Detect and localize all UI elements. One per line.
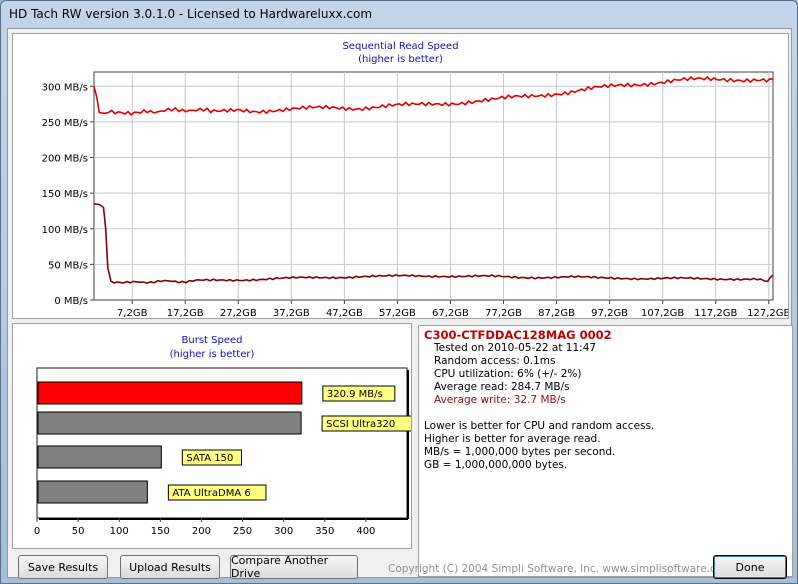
y-tick-label: 50 MB/s [48, 260, 88, 271]
average-write: Average write: 32.7 MB/s [434, 394, 566, 406]
burst-x-tick-label: 50 [72, 526, 85, 537]
y-tick-label: 200 MB/s [42, 154, 88, 165]
sequential-chart-subtitle: (higher is better) [358, 54, 443, 65]
tested-on: Tested on 2010-05-22 at 11:47 [434, 342, 597, 354]
client-area: Sequential Read Speed (higher is better)… [7, 28, 793, 580]
bar-label: SATA 150 [186, 453, 233, 464]
plot-area [93, 71, 774, 301]
done-button[interactable]: Done [713, 555, 787, 579]
bar-label-box [322, 385, 396, 402]
average-read: Average read: 284.7 MB/s [434, 381, 570, 393]
note-line: Lower is better for CPU and random acces… [424, 420, 655, 432]
cpu-utilization: CPU utilization: 6% (+/- 2%) [434, 368, 582, 380]
burst-x-tick-label: 0 [34, 526, 40, 537]
burst-bar [37, 480, 148, 504]
results-info-panel: C300-CTFDDAC128MAG 0002 Tested on 2010-0… [418, 325, 793, 577]
burst-chart-subtitle: (higher is better) [169, 349, 255, 360]
burst-chart-title: Burst Speed [181, 335, 243, 346]
note-line: MB/s = 1,000,000 bytes per second. [424, 446, 616, 458]
drive-name: C300-CTFDDAC128MAG 0002 [424, 328, 612, 342]
burst-x-tick-label: 150 [151, 526, 170, 537]
sequential-read-chart: 300 MB/s 250 MB/s 200 MB/s 150 MB/s 100 MB/s… [42, 71, 788, 318]
x-tick-label: 107,2GB [641, 308, 684, 318]
burst-x-tick-label: 200 [192, 526, 211, 537]
x-tick-label: 77,2GB [485, 308, 522, 318]
x-tick-label: 117,2GB [694, 308, 737, 318]
burst-speed-chart: 320.9 MB/s SCSI Ultra320 SATA 150 ATA Ultra… [34, 367, 411, 537]
burst-x-tick-label: 100 [110, 526, 129, 537]
read-speed-line [93, 76, 774, 117]
x-tick-label: 37,2GB [273, 308, 310, 318]
burst-x-tick-label: 250 [233, 526, 252, 537]
y-tick-label: 100 MB/s [42, 225, 88, 236]
save-results-button[interactable]: Save Results [18, 555, 108, 579]
burst-bar [37, 445, 162, 469]
bar-label: SCSI Ultra320 [326, 419, 395, 430]
burst-speed-panel: Burst Speed (higher is better) 320.9 MB/… [12, 323, 412, 549]
y-tick-label: 250 MB/s [42, 118, 88, 129]
x-tick-label: 17,2GB [167, 308, 204, 318]
bar-label-box [321, 415, 411, 432]
x-tick-label: 87,2GB [538, 308, 575, 318]
note-line: Higher is better for average read. [424, 433, 601, 445]
x-tick-label: 57,2GB [379, 308, 416, 318]
bar-label: ATA UltraDMA 6 [172, 488, 250, 499]
window-title: HD Tach RW version 3.0.1.0 - Licensed to… [9, 7, 373, 21]
sequential-read-panel: Sequential Read Speed (higher is better)… [12, 33, 789, 319]
write-speed-line [93, 203, 774, 285]
x-tick-label: 97,2GB [591, 308, 628, 318]
x-tick-label: 7,2GB [117, 308, 148, 318]
copyright-text: Copyright (C) 2004 Simpli Software, Inc.… [388, 563, 733, 575]
upload-results-button[interactable]: Upload Results [120, 555, 220, 579]
y-tick-label: 0 MB/s [54, 296, 88, 307]
note-line: GB = 1,000,000,000 bytes. [424, 459, 568, 471]
y-tick-label: 300 MB/s [42, 82, 88, 93]
bar-label: 320.9 MB/s [327, 389, 383, 400]
sequential-chart-title: Sequential Read Speed [342, 41, 459, 52]
random-access: Random access: 0.1ms [434, 355, 556, 367]
title-bar[interactable]: HD Tach RW version 3.0.1.0 - Licensed to… [1, 1, 797, 27]
y-tick-label: 150 MB/s [42, 189, 88, 200]
burst-x-tick-label: 350 [315, 526, 334, 537]
x-tick-label: 47,2GB [326, 308, 363, 318]
x-tick-label: 67,2GB [432, 308, 469, 318]
burst-bar [37, 411, 302, 435]
x-tick-label: 27,2GB [220, 308, 257, 318]
compare-another-drive-button[interactable]: Compare Another Drive [230, 554, 358, 580]
burst-bar [37, 381, 303, 405]
burst-x-tick-label: 300 [274, 526, 293, 537]
bar-label-box [181, 449, 243, 466]
bar-label-box [167, 484, 267, 501]
burst-x-tick-label: 400 [356, 526, 375, 537]
x-tick-label: 127,2GB [747, 308, 788, 318]
